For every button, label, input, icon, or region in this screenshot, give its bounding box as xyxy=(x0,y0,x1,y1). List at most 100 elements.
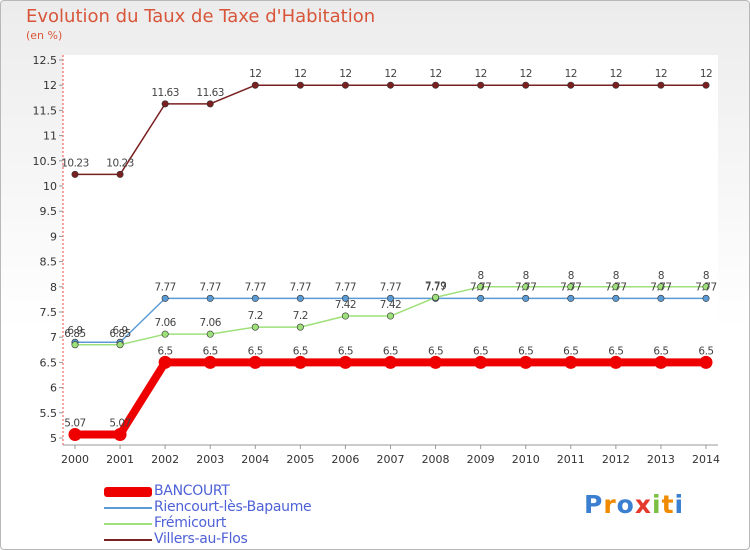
data-point-fr-micourt xyxy=(161,330,169,338)
data-label-fr-micourt: 7.42 xyxy=(380,299,401,311)
data-label-fr-micourt: 8 xyxy=(613,270,619,282)
data-point-riencourt-l-s-bapaume xyxy=(251,294,259,302)
data-label-fr-micourt: 8 xyxy=(658,270,664,282)
data-label-fr-micourt: 7.2 xyxy=(248,310,263,322)
data-point-villers-au-flos xyxy=(296,81,304,89)
x-tick-label: 2009 xyxy=(467,453,495,466)
data-label-riencourt-l-s-bapaume: 6.9 xyxy=(67,325,82,337)
data-point-fr-micourt xyxy=(567,283,575,291)
data-point-bancourt xyxy=(564,355,578,369)
data-label-villers-au-flos: 11.63 xyxy=(196,87,224,99)
data-point-bancourt xyxy=(68,427,82,441)
y-tick-label: 8 xyxy=(50,281,57,294)
data-point-fr-micourt xyxy=(116,341,124,349)
y-tick-label: 12 xyxy=(43,79,57,92)
data-point-riencourt-l-s-bapaume xyxy=(296,294,304,302)
data-point-fr-micourt xyxy=(612,283,620,291)
data-point-fr-micourt xyxy=(251,323,259,331)
data-label-bancourt: 6.5 xyxy=(248,345,263,357)
data-label-riencourt-l-s-bapaume: 7.77 xyxy=(695,281,716,293)
legend-label: Riencourt-lès-Bapaume xyxy=(154,499,312,515)
data-point-bancourt xyxy=(338,355,352,369)
data-point-bancourt xyxy=(474,355,488,369)
x-tick-label: 2007 xyxy=(377,453,405,466)
y-tick-label: 10 xyxy=(43,180,57,193)
data-point-fr-micourt xyxy=(296,323,304,331)
data-label-fr-micourt: 7.06 xyxy=(154,317,176,329)
data-point-fr-micourt xyxy=(432,293,440,301)
data-label-bancourt: 6.5 xyxy=(563,345,578,357)
data-point-bancourt xyxy=(293,355,307,369)
data-point-villers-au-flos xyxy=(657,81,665,89)
data-label-bancourt: 6.5 xyxy=(428,345,443,357)
data-point-bancourt xyxy=(609,355,623,369)
data-label-riencourt-l-s-bapaume: 7.77 xyxy=(380,281,401,293)
data-label-bancourt: 6.5 xyxy=(158,345,173,357)
data-label-riencourt-l-s-bapaume: 6.9 xyxy=(112,325,127,337)
data-point-fr-micourt xyxy=(341,312,349,320)
data-label-riencourt-l-s-bapaume: 7.77 xyxy=(470,281,491,293)
legend-swatch xyxy=(104,539,152,541)
x-tick-label: 2011 xyxy=(557,453,585,466)
legend-label: Villers-au-Flos xyxy=(154,531,248,547)
data-label-villers-au-flos: 12 xyxy=(294,68,306,80)
legend-swatch xyxy=(104,487,152,497)
proxiti-logo: Proxiti xyxy=(584,490,685,519)
data-label-villers-au-flos: 10.23 xyxy=(61,157,89,169)
data-label-bancourt: 6.5 xyxy=(698,345,713,357)
data-point-riencourt-l-s-bapaume xyxy=(702,294,710,302)
data-label-fr-micourt: 7.79 xyxy=(425,280,446,292)
data-point-riencourt-l-s-bapaume xyxy=(657,294,665,302)
data-point-villers-au-flos xyxy=(161,100,169,108)
data-point-riencourt-l-s-bapaume xyxy=(161,294,169,302)
y-tick-label: 5.5 xyxy=(40,407,58,420)
data-point-villers-au-flos xyxy=(71,170,79,178)
data-point-bancourt xyxy=(519,355,533,369)
x-tick-label: 2014 xyxy=(692,453,720,466)
data-label-fr-micourt: 8 xyxy=(523,270,529,282)
data-point-fr-micourt xyxy=(71,341,79,349)
data-point-bancourt xyxy=(248,355,262,369)
data-point-villers-au-flos xyxy=(116,170,124,178)
data-label-riencourt-l-s-bapaume: 7.77 xyxy=(425,281,446,293)
data-point-villers-au-flos xyxy=(206,100,214,108)
data-label-fr-micourt: 8 xyxy=(568,270,574,282)
data-label-villers-au-flos: 12 xyxy=(655,68,667,80)
x-tick-label: 2000 xyxy=(61,453,89,466)
data-label-fr-micourt: 7.06 xyxy=(200,317,222,329)
data-point-bancourt xyxy=(113,427,127,441)
x-tick-label: 2005 xyxy=(286,453,314,466)
x-tick-label: 2001 xyxy=(106,453,134,466)
data-point-bancourt xyxy=(203,355,217,369)
data-point-riencourt-l-s-bapaume xyxy=(386,294,394,302)
data-point-bancourt xyxy=(654,355,668,369)
data-point-riencourt-l-s-bapaume xyxy=(522,294,530,302)
y-tick-label: 8.5 xyxy=(40,256,58,269)
data-label-fr-micourt: 8 xyxy=(478,270,484,282)
x-tick-label: 2004 xyxy=(241,453,269,466)
chart-title: Evolution du Taux de Taxe d'Habitation xyxy=(26,6,376,27)
x-tick-label: 2010 xyxy=(512,453,540,466)
data-label-riencourt-l-s-bapaume: 7.77 xyxy=(245,281,266,293)
data-label-riencourt-l-s-bapaume: 7.77 xyxy=(515,281,536,293)
data-label-riencourt-l-s-bapaume: 7.77 xyxy=(605,281,626,293)
data-label-fr-micourt: 8 xyxy=(703,270,709,282)
data-point-riencourt-l-s-bapaume xyxy=(612,294,620,302)
data-point-villers-au-flos xyxy=(702,81,710,89)
data-label-bancourt: 6.5 xyxy=(203,345,218,357)
data-label-riencourt-l-s-bapaume: 7.77 xyxy=(200,281,221,293)
data-label-villers-au-flos: 12 xyxy=(339,68,351,80)
x-tick-label: 2013 xyxy=(647,453,675,466)
data-point-villers-au-flos xyxy=(432,81,440,89)
y-tick-label: 9 xyxy=(50,230,57,243)
data-label-bancourt: 6.5 xyxy=(383,345,398,357)
y-tick-label: 11 xyxy=(43,130,57,143)
data-point-riencourt-l-s-bapaume xyxy=(206,294,214,302)
data-point-fr-micourt xyxy=(386,312,394,320)
data-label-fr-micourt: 7.2 xyxy=(293,310,308,322)
data-point-fr-micourt xyxy=(522,283,530,291)
data-label-villers-au-flos: 12 xyxy=(700,68,712,80)
y-tick-label: 10.5 xyxy=(33,155,58,168)
legend-swatch xyxy=(104,523,152,525)
